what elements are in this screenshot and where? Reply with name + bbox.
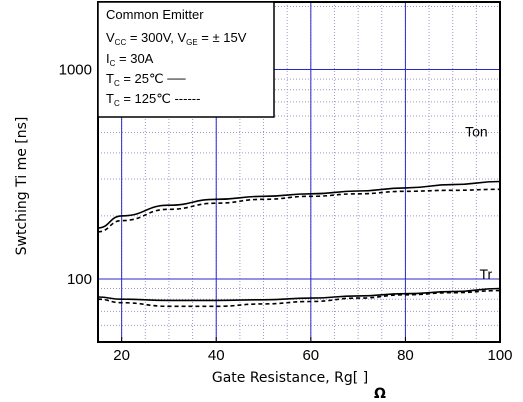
y-tick-label: 100 bbox=[67, 271, 92, 288]
legend-box bbox=[97, 1, 275, 118]
series-group bbox=[97, 180, 501, 308]
curve-labels: Ton Tr bbox=[465, 123, 492, 282]
legend-line: TC = 125℃ ------ bbox=[106, 91, 200, 108]
x-tick-label: 60 bbox=[302, 347, 319, 364]
x-axis-title: Gate Resistance, Rg[ ] bbox=[212, 370, 368, 386]
curve-label-ton: Ton bbox=[465, 123, 488, 139]
series-line-tr-solid bbox=[97, 287, 501, 302]
legend: Common Emitter VCC = 300V, VGE = ± 15V IC … bbox=[97, 1, 275, 118]
x-tick-label: 20 bbox=[113, 347, 130, 364]
legend-line: TC = 25℃ ── bbox=[106, 71, 186, 88]
tick-labels: 20 40 60 80 100 100 1000 bbox=[59, 61, 513, 364]
series-line-tr-dashed bbox=[97, 289, 501, 308]
series-line-ton-solid bbox=[97, 180, 501, 229]
series-line-ton-dashed bbox=[97, 188, 501, 233]
curve-label-tr: Tr bbox=[479, 266, 492, 282]
legend-line: IC = 30A bbox=[106, 51, 154, 68]
legend-line: Common Emitter bbox=[106, 7, 204, 22]
y-axis-title: Swtching Ti me [ns] bbox=[14, 117, 30, 256]
x-tick-label: 100 bbox=[487, 347, 512, 364]
x-tick-label: 80 bbox=[397, 347, 414, 364]
x-axis-unit: Ω bbox=[374, 386, 386, 402]
legend-line: VCC = 300V, VGE = ± 15V bbox=[106, 30, 247, 47]
x-tick-label: 40 bbox=[208, 347, 225, 364]
y-tick-label: 1000 bbox=[59, 61, 92, 78]
plot-frame bbox=[97, 1, 501, 343]
